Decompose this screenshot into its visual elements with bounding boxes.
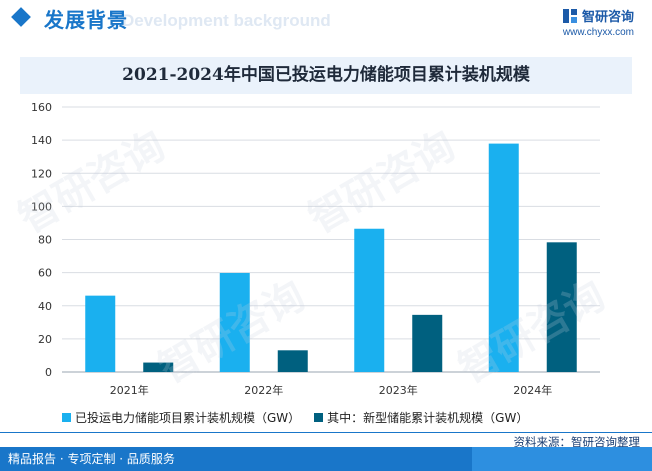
bar-new-type <box>277 350 308 372</box>
footer-divider <box>0 432 652 433</box>
footer-accent <box>472 447 652 471</box>
y-tick-label: 20 <box>38 333 52 346</box>
brand: 智研咨询 www.chyxx.com <box>562 6 634 38</box>
legend-item-new-type: 其中：新型储能累计装机规模（GW） <box>314 409 528 426</box>
header: Development background 发展背景 智研咨询 www.chy… <box>0 0 652 40</box>
footer-services: 精品报告 · 专项定制 · 品质服务 <box>8 452 175 466</box>
bar-total <box>219 272 250 372</box>
y-tick-label: 140 <box>31 134 52 147</box>
legend-label-total: 已投运电力储能项目累计装机规模（GW） <box>75 411 301 425</box>
y-tick-label: 60 <box>38 267 52 280</box>
bar-new-type <box>412 314 443 372</box>
chart-title-band: 2021-2024年中国已投运电力储能项目累计装机规模 <box>20 57 632 94</box>
legend-swatch-total <box>62 413 71 422</box>
bar-new-type <box>143 362 174 372</box>
brand-name: 智研咨询 <box>581 10 634 25</box>
chart-legend: 已投运电力储能项目累计装机规模（GW） 其中：新型储能累计装机规模（GW） <box>62 409 542 426</box>
bar-total <box>85 295 116 372</box>
legend-swatch-new-type <box>314 413 324 422</box>
bar-total <box>488 143 519 372</box>
y-tick-label: 100 <box>31 200 52 213</box>
brand-logo-icon <box>562 8 577 23</box>
y-tick-label: 40 <box>38 300 52 313</box>
brand-url: www.chyxx.com <box>562 27 634 38</box>
footer-bar: 精品报告 · 专项定制 · 品质服务 <box>0 447 652 471</box>
section-title: 发展背景 <box>44 8 128 32</box>
legend-label-new-type: 其中：新型储能累计装机规模（GW） <box>327 411 529 425</box>
chart-title: 2021-2024年中国已投运电力储能项目累计装机规模 <box>122 65 530 85</box>
bar-new-type <box>546 242 577 372</box>
bar-total <box>354 228 385 372</box>
y-tick-label: 120 <box>31 167 52 180</box>
x-tick-label: 2023年 <box>379 383 418 397</box>
y-tick-label: 160 <box>31 101 52 114</box>
legend-item-total: 已投运电力储能项目累计装机规模（GW） <box>62 409 300 426</box>
y-tick-label: 80 <box>38 234 52 247</box>
source-note: 资料来源：智研咨询整理 <box>513 435 641 449</box>
x-tick-label: 2024年 <box>513 383 552 397</box>
x-tick-label: 2021年 <box>110 383 149 397</box>
x-tick-label: 2022年 <box>244 383 283 397</box>
y-tick-label: 0 <box>45 366 52 379</box>
section-background-text: Development background <box>122 11 331 30</box>
